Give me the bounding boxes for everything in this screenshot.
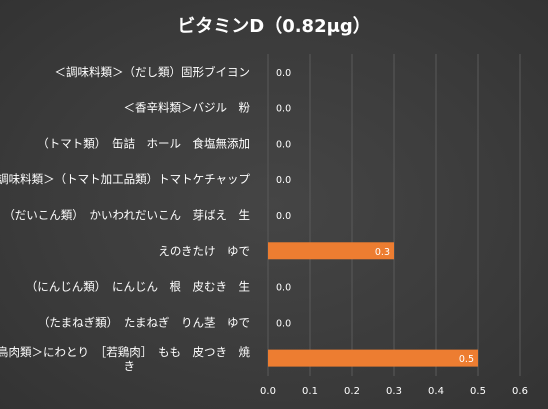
bar	[268, 349, 478, 367]
data-label: 0.0	[276, 211, 291, 222]
category-label: ＜香辛料類＞バジル 粉	[124, 101, 251, 115]
data-label: 0.3	[375, 247, 390, 258]
x-tick-label: 0.2	[344, 386, 360, 397]
category-label-line: き	[124, 359, 136, 373]
data-label: 0.0	[276, 283, 291, 294]
bar	[268, 242, 394, 260]
x-tick-label: 0.1	[302, 386, 318, 397]
category-label: （トマト類） 缶詰 ホール 食塩無添加	[37, 136, 250, 150]
x-tick-label: 0.6	[512, 386, 528, 397]
data-label: 0.0	[276, 68, 291, 79]
data-label: 0.5	[459, 354, 474, 365]
x-tick-label: 0.0	[260, 386, 276, 397]
category-label: ＜鳥肉類＞にわとり ［若鶏肉］ もも 皮つき 焼き	[0, 345, 250, 373]
category-label: （だいこん類） かいわれだいこん 芽ばえ 生	[3, 208, 250, 222]
data-label: 0.0	[276, 318, 291, 329]
category-label: えのきたけ ゆで	[158, 244, 250, 258]
data-label: 0.0	[276, 175, 291, 186]
category-label: （にんじん類） にんじん 根 皮むき 生	[26, 280, 250, 294]
category-label-line: ＜鳥肉類＞にわとり ［若鶏肉］ もも 皮つき 焼	[0, 345, 250, 359]
x-tick-label: 0.3	[386, 386, 402, 397]
category-label: （たまねぎ類） たまねぎ りん茎 ゆで	[38, 315, 250, 329]
data-label: 0.0	[276, 104, 291, 115]
data-label: 0.0	[276, 139, 291, 150]
x-tick-label: 0.5	[470, 386, 486, 397]
category-label: ＜調味料類＞（だし類）固形ブイヨン	[55, 65, 251, 79]
category-label: ＜調味料類＞（トマト加工品類）トマトケチャップ	[0, 172, 250, 186]
x-tick-label: 0.4	[428, 386, 444, 397]
chart-title: ビタミンD（0.82μg）	[177, 16, 371, 37]
